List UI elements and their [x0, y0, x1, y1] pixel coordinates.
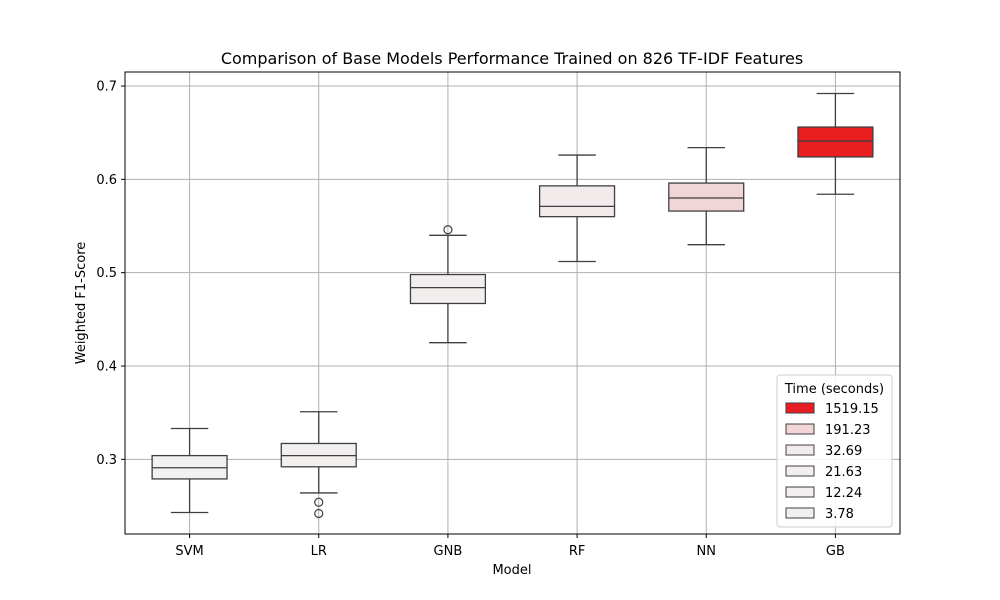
legend-label: 191.23	[825, 423, 871, 438]
legend-item: 3.78	[785, 507, 854, 522]
plot-frame	[124, 71, 901, 535]
legend-swatch	[785, 423, 815, 435]
legend-swatch	[785, 402, 815, 414]
legend: Time (seconds) 1519.15 191.23 32.69 21.63 12.…	[776, 374, 893, 528]
chart-title: Comparison of Base Models Performance Tr…	[221, 49, 803, 68]
legend-item: 21.63	[785, 465, 862, 480]
y-tick-label: 0.3	[96, 453, 117, 468]
legend-item: 191.23	[785, 423, 871, 438]
box-iqr	[538, 185, 616, 218]
legend-label: 3.78	[825, 507, 854, 522]
box-lr	[280, 411, 357, 519]
box-nn	[668, 146, 745, 246]
x-tick-label: GNB	[434, 544, 463, 559]
legend-item: 1519.15	[785, 402, 879, 417]
legend-label: 12.24	[825, 486, 862, 501]
legend-label: 1519.15	[825, 402, 879, 417]
y-tick-label: 0.6	[96, 173, 117, 188]
legend-title: Time (seconds)	[784, 382, 884, 397]
x-tick-label: SVM	[175, 544, 203, 559]
box-svm	[151, 427, 228, 514]
box-iqr	[668, 182, 745, 212]
box-series	[151, 92, 874, 519]
x-tick-label: NN	[697, 544, 716, 559]
legend-item: 32.69	[785, 444, 862, 459]
box-iqr	[409, 273, 487, 305]
x-axis-ticks: SVM LR GNB RF NN GB	[175, 534, 845, 559]
y-tick-label: 0.4	[96, 360, 117, 375]
outlier-point	[314, 497, 324, 507]
legend-label: 32.69	[825, 444, 862, 459]
legend-swatch	[785, 465, 815, 477]
x-tick-label: LR	[311, 544, 327, 559]
outlier-point	[314, 508, 324, 519]
legend-item: 12.24	[785, 486, 862, 501]
y-tick-label: 0.5	[96, 266, 117, 281]
x-tick-label: RF	[569, 544, 586, 559]
box-rf	[538, 154, 616, 263]
y-axis-ticks: 0.3 0.4 0.5 0.6 0.7	[96, 80, 125, 468]
legend-swatch	[785, 486, 815, 498]
legend-swatch	[785, 444, 815, 456]
x-tick-label: GB	[826, 544, 845, 559]
y-tick-label: 0.7	[96, 80, 117, 95]
box-gb	[797, 92, 874, 195]
legend-swatch	[785, 507, 815, 519]
legend-label: 21.63	[825, 465, 862, 480]
x-axis-label: Model	[492, 563, 531, 578]
box-gnb	[409, 225, 487, 344]
box-iqr	[797, 126, 874, 158]
outlier-point	[443, 225, 453, 235]
y-axis-label: Weighted F1-Score	[74, 242, 89, 365]
